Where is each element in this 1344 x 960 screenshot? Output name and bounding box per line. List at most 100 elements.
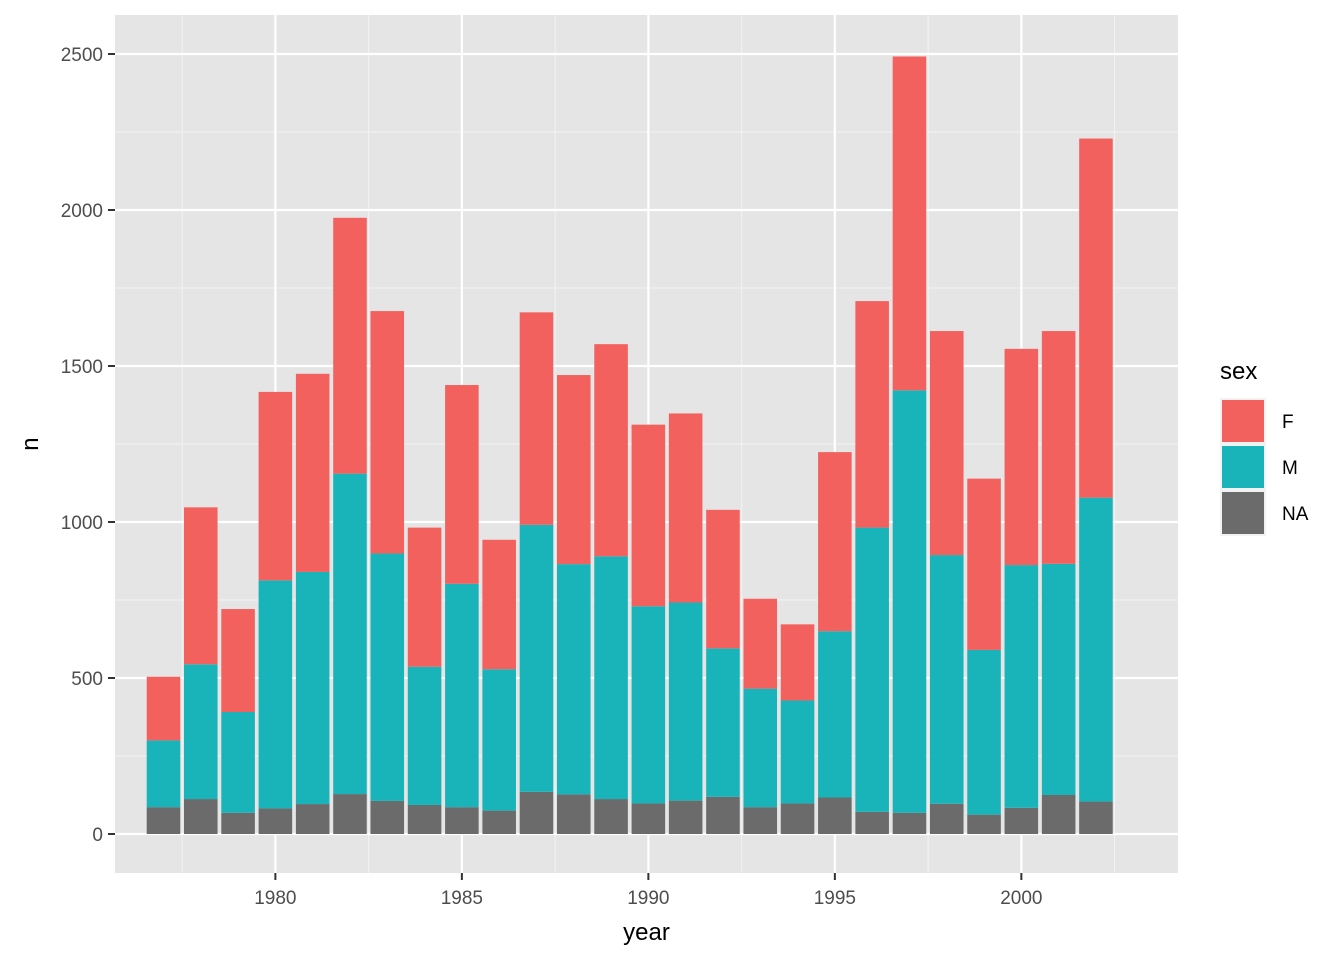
bar-1987-NA: [519, 791, 554, 834]
y-tick-label: 2000: [61, 201, 103, 222]
bar-2002-M: [1079, 497, 1113, 802]
bar-1986-M: [482, 669, 516, 811]
x-tick-label: 1985: [441, 888, 483, 909]
bar-1979-M: [221, 712, 255, 813]
bar-1984-NA: [407, 804, 442, 834]
bar-1989-NA: [594, 799, 628, 834]
bar-1982-NA: [333, 794, 367, 834]
x-tick-label: 1980: [254, 888, 296, 909]
bar-2001-M: [1041, 563, 1076, 795]
bar-1987-F: [519, 312, 554, 525]
bar-1979-F: [221, 609, 255, 713]
bar-1998-M: [929, 555, 964, 804]
legend: sex F M NA: [1220, 358, 1309, 536]
bar-1997-NA: [892, 812, 927, 834]
bar-1993-F: [743, 598, 778, 689]
bar-1994-F: [780, 624, 815, 701]
bar-1989-F: [594, 344, 628, 557]
bar-1977-NA: [146, 807, 181, 834]
bar-1991-NA: [668, 800, 703, 834]
bar-1990-M: [631, 606, 666, 804]
bar-1986-NA: [482, 810, 516, 834]
x-axis-title: year: [623, 919, 670, 946]
y-tick-label: 500: [71, 669, 103, 690]
x-tick-label: 1990: [627, 888, 669, 909]
legend-swatch-F: [1222, 400, 1264, 442]
bar-1986-F: [482, 539, 516, 670]
bar-1985-F: [445, 385, 479, 584]
legend-label-M: M: [1282, 458, 1298, 479]
bar-1987-M: [519, 524, 554, 792]
bar-1996-F: [855, 301, 889, 528]
bar-1990-F: [631, 424, 666, 607]
bar-1999-NA: [967, 814, 1001, 834]
bar-1998-NA: [929, 803, 964, 834]
bar-1977-F: [146, 676, 181, 741]
legend-swatch-M: [1222, 446, 1264, 488]
legend-title: sex: [1220, 358, 1257, 385]
bar-1984-F: [407, 527, 442, 667]
bar-1996-M: [855, 527, 889, 812]
y-axis-title: n: [17, 437, 44, 450]
bar-1997-F: [892, 56, 927, 391]
bar-1980-M: [258, 580, 293, 809]
bar-1978-F: [184, 507, 218, 665]
bar-2002-NA: [1079, 801, 1113, 834]
y-tick-label: 1500: [61, 357, 103, 378]
legend-label-NA: NA: [1282, 504, 1309, 525]
bar-1990-NA: [631, 803, 666, 834]
bar-2000-F: [1004, 348, 1039, 566]
bar-1991-F: [668, 413, 703, 603]
bar-1988-NA: [556, 794, 591, 834]
bar-1992-F: [706, 509, 740, 649]
bar-1980-F: [258, 391, 293, 581]
bar-1994-M: [780, 700, 815, 804]
bar-1996-NA: [855, 811, 889, 834]
legend-label-F: F: [1282, 412, 1294, 433]
y-tick-label: 1000: [61, 513, 103, 534]
x-tick-label: 1995: [814, 888, 856, 909]
bar-1988-F: [556, 375, 591, 565]
y-tick-label: 2500: [61, 45, 103, 66]
bar-1984-M: [407, 666, 442, 805]
bar-1991-M: [668, 602, 703, 801]
bar-1978-M: [184, 664, 218, 800]
x-axis: 1980 1985 1990 1995 2000: [254, 873, 1042, 909]
bar-1992-NA: [706, 796, 740, 834]
bar-1999-M: [967, 649, 1001, 815]
bar-2001-F: [1041, 331, 1076, 564]
legend-swatch-NA: [1222, 492, 1264, 534]
bar-1979-NA: [221, 812, 255, 834]
bar-1981-NA: [295, 804, 330, 834]
bar-1989-M: [594, 556, 628, 800]
bar-1983-F: [370, 311, 405, 554]
bar-1977-M: [146, 740, 181, 808]
y-tick-label: 0: [92, 825, 103, 846]
bar-1999-F: [967, 478, 1001, 650]
bar-2001-NA: [1041, 795, 1076, 834]
bar-1995-F: [818, 452, 852, 632]
bar-1994-NA: [780, 803, 815, 834]
bar-1988-M: [556, 564, 591, 795]
bar-1995-M: [818, 631, 852, 798]
bar-1998-F: [929, 331, 964, 556]
bar-1980-NA: [258, 808, 293, 834]
bar-1985-NA: [445, 807, 479, 834]
bar-1983-NA: [370, 800, 405, 834]
bar-2000-NA: [1004, 807, 1039, 834]
bar-1981-M: [295, 571, 330, 805]
bar-1982-M: [333, 473, 367, 795]
x-tick-label: 2000: [1000, 888, 1042, 909]
bar-1997-M: [892, 390, 927, 813]
bar-2000-M: [1004, 565, 1039, 808]
bar-1993-NA: [743, 807, 778, 834]
bar-1992-M: [706, 648, 740, 797]
bar-2002-F: [1079, 138, 1113, 498]
bar-1983-M: [370, 553, 405, 801]
bar-1978-NA: [184, 799, 218, 834]
bar-1982-F: [333, 217, 367, 474]
bar-1985-M: [445, 583, 479, 808]
y-axis: 0 500 1000 1500 2000 2500: [61, 45, 115, 846]
bar-1981-F: [295, 373, 330, 572]
